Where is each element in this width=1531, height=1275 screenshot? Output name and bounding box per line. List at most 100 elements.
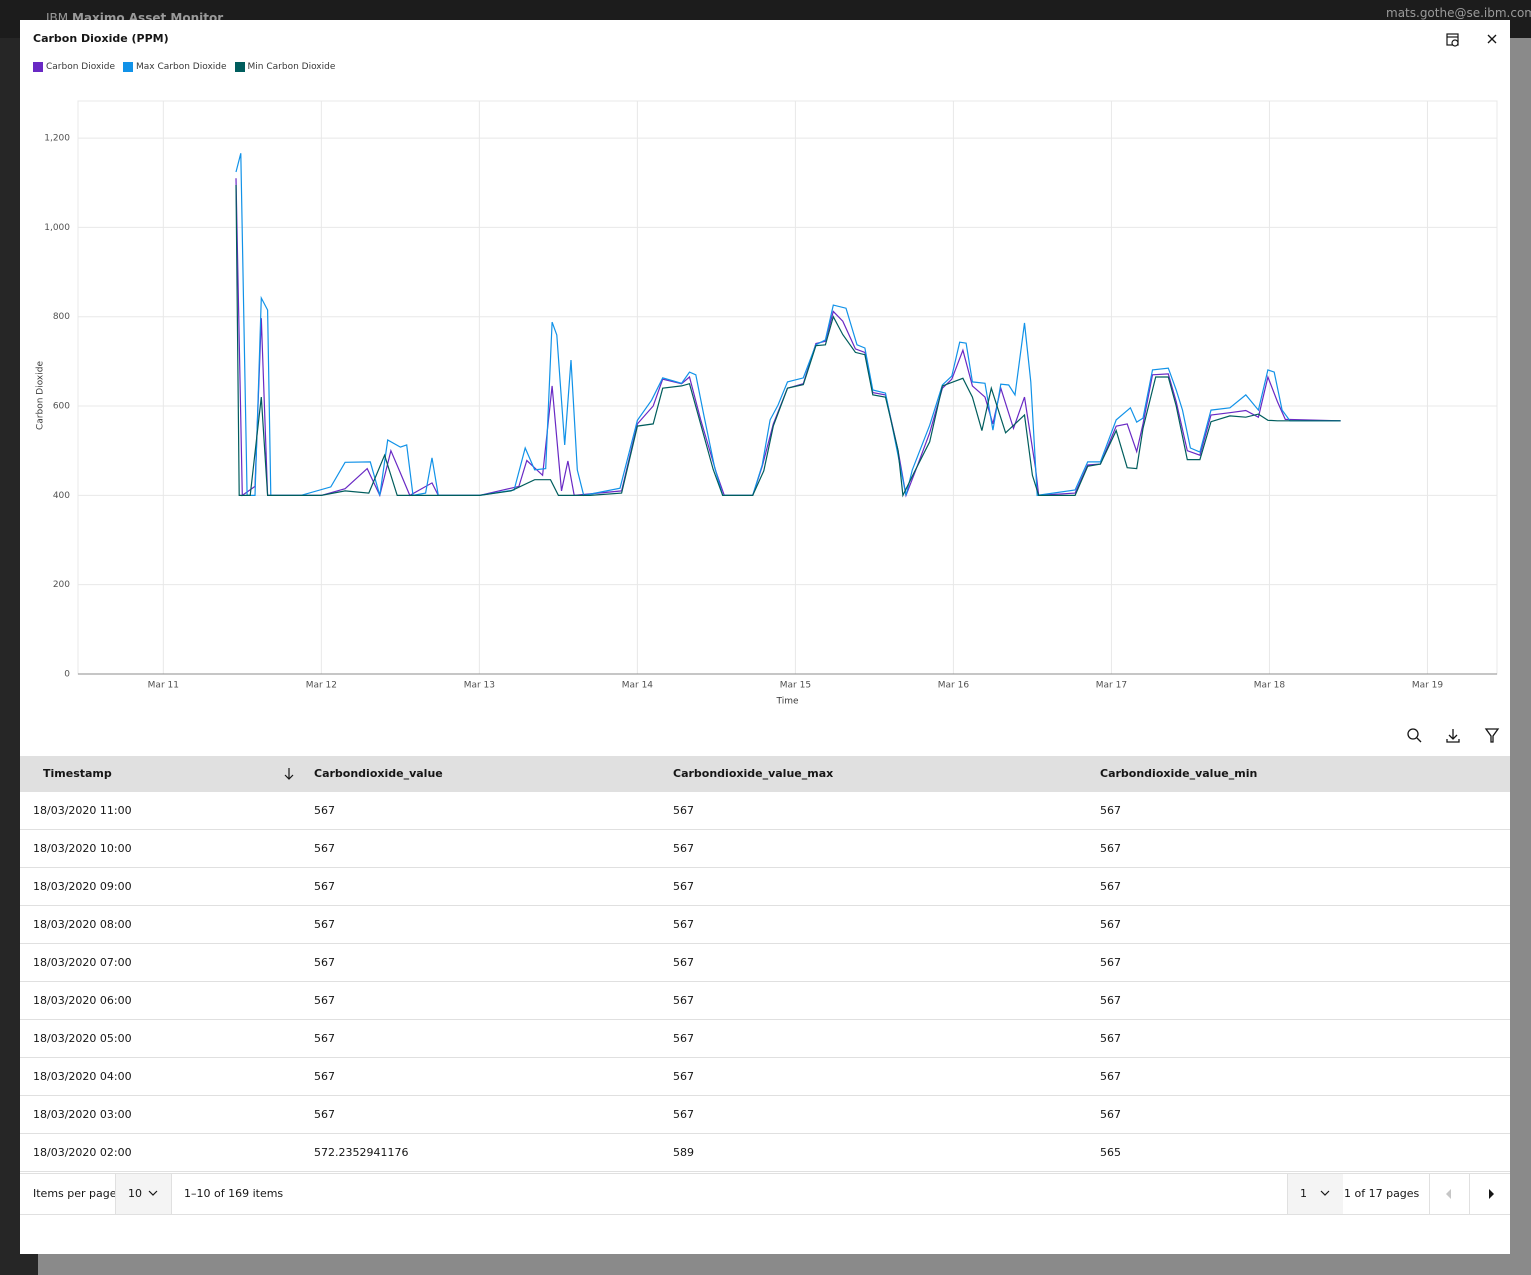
table-header: Timestamp Carbondioxide_value Carbondioxid… bbox=[20, 756, 1510, 792]
table-cell: 567 bbox=[314, 1070, 335, 1083]
table-cell: 567 bbox=[314, 842, 335, 855]
next-page[interactable] bbox=[1469, 1174, 1511, 1214]
download-icon[interactable] bbox=[1446, 729, 1460, 743]
legend-swatch bbox=[123, 62, 134, 72]
items-per-page-value: 10 bbox=[128, 1187, 142, 1200]
pagination: Items per page: 10 1–10 of 169 items 1 1… bbox=[20, 1173, 1510, 1215]
table-row: 18/03/2020 06:00 567 567 567 bbox=[20, 982, 1510, 1020]
search-icon[interactable] bbox=[1407, 728, 1422, 743]
prev-icon bbox=[1446, 1189, 1451, 1199]
x-axis-title: Time bbox=[775, 697, 798, 707]
table-row: 18/03/2020 04:00 567 567 567 bbox=[20, 1058, 1510, 1096]
table-cell: 18/03/2020 10:00 bbox=[33, 842, 132, 855]
table-cell: 18/03/2020 11:00 bbox=[33, 804, 132, 817]
table-toolbar bbox=[1407, 728, 1500, 743]
item-range: 1–10 of 169 items bbox=[184, 1187, 284, 1200]
table-cell: 567 bbox=[1100, 1108, 1121, 1121]
x-tick-label: Mar 15 bbox=[780, 681, 811, 691]
y-tick-label: 400 bbox=[53, 491, 70, 501]
table-row: 18/03/2020 08:00 567 567 567 bbox=[20, 906, 1510, 944]
table-cell: 18/03/2020 03:00 bbox=[33, 1108, 132, 1121]
table-row: 18/03/2020 07:00 567 567 567 bbox=[20, 944, 1510, 982]
table-cell: 589 bbox=[673, 1146, 694, 1159]
legend-label: Min Carbon Dioxide bbox=[247, 62, 336, 72]
y-axis-title: Carbon Dioxide bbox=[36, 361, 46, 430]
x-tick-label: Mar 19 bbox=[1412, 681, 1444, 691]
table-cell: 567 bbox=[1100, 994, 1121, 1007]
date-picker-icon[interactable] bbox=[1446, 33, 1459, 47]
x-tick-label: Mar 17 bbox=[1096, 681, 1127, 691]
items-per-page-select[interactable]: 10 bbox=[115, 1174, 172, 1214]
y-tick-label: 800 bbox=[53, 312, 70, 322]
column-header[interactable]: Carbondioxide_value_max bbox=[673, 767, 834, 780]
y-tick-label: 200 bbox=[53, 580, 70, 590]
table-row: 18/03/2020 11:00 567 567 567 bbox=[20, 792, 1510, 830]
table-cell: 567 bbox=[1100, 918, 1121, 931]
table-cell: 18/03/2020 02:00 bbox=[33, 1146, 132, 1159]
table-cell: 567 bbox=[314, 880, 335, 893]
x-tick-label: Mar 18 bbox=[1254, 681, 1286, 691]
table-cell: 567 bbox=[1100, 804, 1121, 817]
table-row: 18/03/2020 10:00 567 567 567 bbox=[20, 830, 1510, 868]
table-cell: 567 bbox=[673, 842, 694, 855]
chart-title: Carbon Dioxide (PPM) bbox=[33, 32, 169, 45]
x-tick-label: Mar 13 bbox=[464, 681, 495, 691]
page-count: 1 of 17 pages bbox=[1344, 1187, 1420, 1200]
y-tick-label: 1,200 bbox=[44, 134, 70, 144]
chevron bbox=[1320, 1190, 1330, 1196]
legend-item: Max Carbon Dioxide bbox=[123, 62, 227, 72]
x-tick-label: Mar 16 bbox=[938, 681, 970, 691]
table-cell: 567 bbox=[314, 804, 335, 817]
series-line bbox=[235, 184, 1341, 498]
table-cell: 567 bbox=[1100, 1070, 1121, 1083]
table-cell: 567 bbox=[314, 1108, 335, 1121]
close-icon[interactable] bbox=[1487, 34, 1497, 44]
table-cell: 567 bbox=[1100, 842, 1121, 855]
table-cell: 18/03/2020 05:00 bbox=[33, 1032, 132, 1045]
legend: Carbon Dioxide Max Carbon Dioxide Min Carb… bbox=[33, 62, 335, 72]
column-header[interactable]: Carbondioxide_value bbox=[314, 767, 443, 780]
sort-icon[interactable] bbox=[283, 767, 295, 781]
table-cell: 567 bbox=[673, 880, 694, 893]
y-tick-label: 1,000 bbox=[44, 223, 70, 233]
legend-swatch bbox=[33, 62, 43, 72]
table-row: 18/03/2020 09:00 567 567 567 bbox=[20, 868, 1510, 906]
table-cell: 572.2352941176 bbox=[314, 1146, 409, 1159]
next-icon bbox=[1489, 1189, 1494, 1199]
table-cell: 567 bbox=[1100, 1032, 1121, 1045]
table-cell: 18/03/2020 06:00 bbox=[33, 994, 132, 1007]
table-cell: 18/03/2020 09:00 bbox=[33, 880, 132, 893]
series-line bbox=[235, 153, 1341, 497]
chart: 0 200 400 600 800 1,000 1,200 Mar 11 Mar 12 Mar 1… bbox=[36, 100, 1498, 707]
column-header[interactable]: Carbondioxide_value_min bbox=[1100, 767, 1258, 780]
table-cell: 567 bbox=[1100, 880, 1121, 893]
table-row: 18/03/2020 03:00 567 567 567 bbox=[20, 1096, 1510, 1134]
table-cell: 565 bbox=[1100, 1146, 1121, 1159]
modal-icons bbox=[1446, 33, 1497, 47]
table-cell: 567 bbox=[673, 956, 694, 969]
page-select[interactable]: 1 bbox=[1287, 1174, 1343, 1214]
x-tick-label: Mar 14 bbox=[622, 681, 654, 691]
legend-swatch bbox=[234, 62, 245, 72]
filter-icon[interactable] bbox=[1484, 728, 1500, 743]
table-cell: 567 bbox=[673, 804, 694, 817]
table-cell: 567 bbox=[673, 1070, 694, 1083]
table-cell: 567 bbox=[314, 1032, 335, 1045]
table-row: 18/03/2020 02:00 572.2352941176 589 565 bbox=[20, 1134, 1510, 1172]
table-cell: 567 bbox=[673, 918, 694, 931]
table-cell: 567 bbox=[1100, 956, 1121, 969]
table-cell: 18/03/2020 04:00 bbox=[33, 1070, 132, 1083]
x-tick-label: Mar 12 bbox=[306, 681, 337, 691]
prev-page[interactable] bbox=[1429, 1174, 1470, 1214]
table-cell: 567 bbox=[673, 1032, 694, 1045]
plot-area bbox=[77, 100, 1498, 675]
chevron bbox=[148, 1190, 158, 1196]
table-cell: 567 bbox=[673, 1108, 694, 1121]
legend-label: Max Carbon Dioxide bbox=[136, 62, 227, 72]
column-header[interactable]: Timestamp bbox=[43, 767, 112, 780]
table-row: 18/03/2020 05:00 567 567 567 bbox=[20, 1020, 1510, 1058]
legend-label: Carbon Dioxide bbox=[46, 62, 116, 72]
modal: Carbon Dioxide (PPM) Carbon Dioxide Max C… bbox=[20, 20, 1510, 1254]
user-name[interactable]: mats.gothe@se.ibm.com bbox=[1386, 6, 1531, 20]
